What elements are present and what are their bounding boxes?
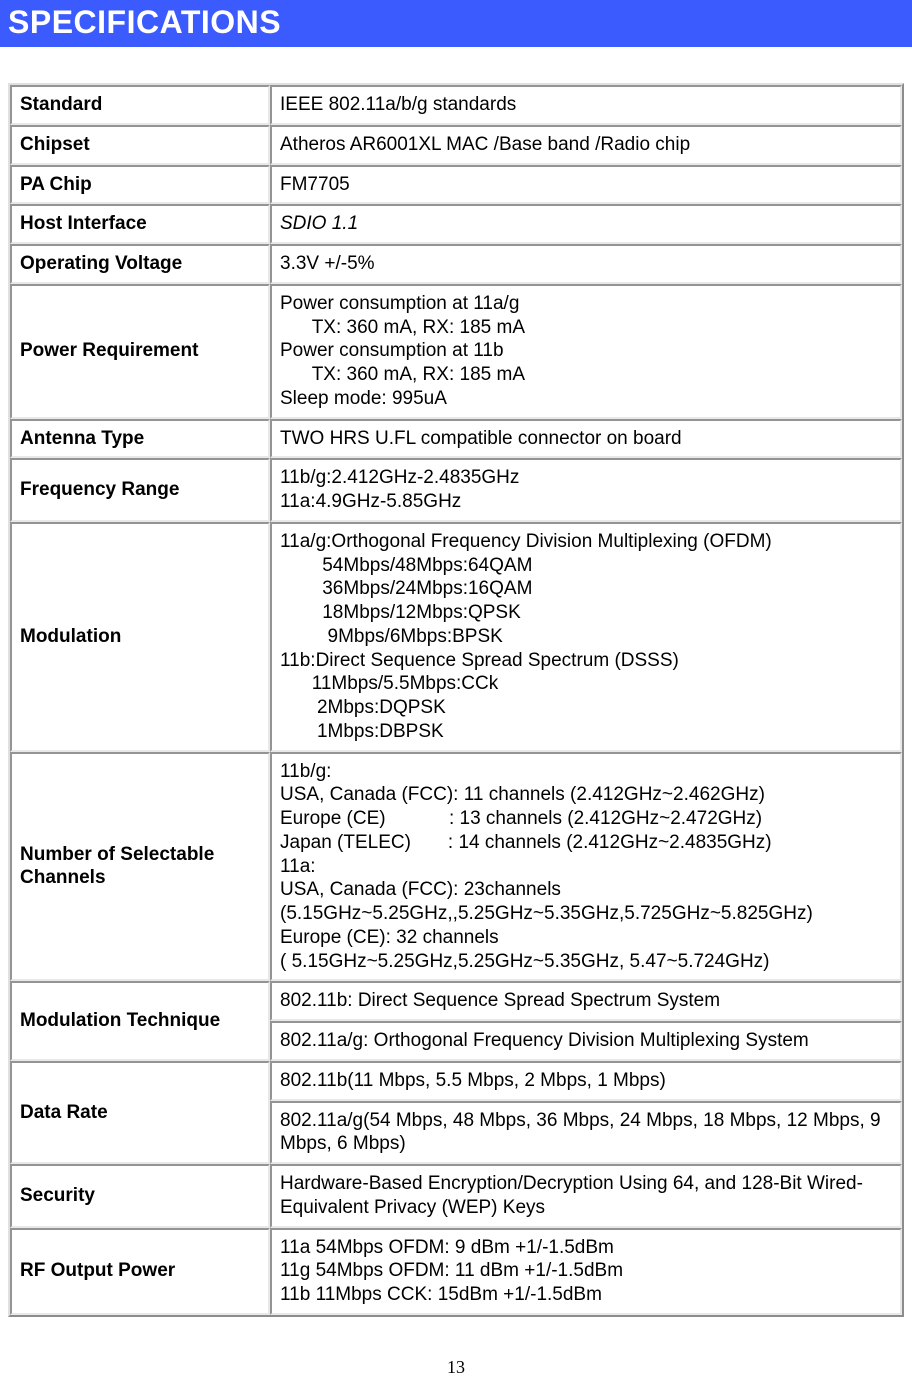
table-row: Data Rate 802.11b(11 Mbps, 5.5 Mbps, 2 M… bbox=[10, 1061, 902, 1101]
spec-value: 11a/g:Orthogonal Frequency Division Mult… bbox=[270, 522, 902, 752]
spec-value: 802.11a/g: Orthogonal Frequency Division… bbox=[270, 1021, 902, 1061]
table-row: Antenna Type TWO HRS U.FL compatible con… bbox=[10, 419, 902, 459]
spec-label: Standard bbox=[10, 85, 270, 125]
section-header: SPECIFICATIONS bbox=[0, 0, 912, 47]
spec-label: Modulation Technique bbox=[10, 981, 270, 1061]
spec-label: RF Output Power bbox=[10, 1228, 270, 1315]
spec-label: Power Requirement bbox=[10, 284, 270, 419]
spec-value: IEEE 802.11a/b/g standards bbox=[270, 85, 902, 125]
table-row: Security Hardware-Based Encryption/Decry… bbox=[10, 1164, 902, 1228]
spec-value: 11b/g: USA, Canada (FCC): 11 channels (2… bbox=[270, 752, 902, 982]
spec-label: Modulation bbox=[10, 522, 270, 752]
table-row: Chipset Atheros AR6001XL MAC /Base band … bbox=[10, 125, 902, 165]
spec-value: Atheros AR6001XL MAC /Base band /Radio c… bbox=[270, 125, 902, 165]
spec-label: Security bbox=[10, 1164, 270, 1228]
table-row: Power Requirement Power consumption at 1… bbox=[10, 284, 902, 419]
spec-value: 11a 54Mbps OFDM: 9 dBm +1/-1.5dBm 11g 54… bbox=[270, 1228, 902, 1315]
spec-value: Hardware-Based Encryption/Decryption Usi… bbox=[270, 1164, 902, 1228]
table-row: Modulation Technique 802.11b: Direct Seq… bbox=[10, 981, 902, 1021]
table-row: Number of Selectable Channels 11b/g: USA… bbox=[10, 752, 902, 982]
spec-value: TWO HRS U.FL compatible connector on boa… bbox=[270, 419, 902, 459]
spec-table-body: Standard IEEE 802.11a/b/g standards Chip… bbox=[10, 85, 902, 1315]
table-row: Frequency Range 11b/g:2.412GHz-2.4835GHz… bbox=[10, 458, 902, 522]
spec-value: Power consumption at 11a/g TX: 360 mA, R… bbox=[270, 284, 902, 419]
spec-value: FM7705 bbox=[270, 165, 902, 205]
spec-label: Number of Selectable Channels bbox=[10, 752, 270, 982]
spec-value: 802.11a/g(54 Mbps, 48 Mbps, 36 Mbps, 24 … bbox=[270, 1101, 902, 1165]
spec-label: Frequency Range bbox=[10, 458, 270, 522]
header-title: SPECIFICATIONS bbox=[8, 4, 281, 40]
specifications-table: Standard IEEE 802.11a/b/g standards Chip… bbox=[8, 83, 904, 1317]
table-row: Operating Voltage 3.3V +/-5% bbox=[10, 244, 902, 284]
table-row: RF Output Power 11a 54Mbps OFDM: 9 dBm +… bbox=[10, 1228, 902, 1315]
spec-value: 3.3V +/-5% bbox=[270, 244, 902, 284]
spec-label: Data Rate bbox=[10, 1061, 270, 1164]
spec-value: SDIO 1.1 bbox=[270, 204, 902, 244]
table-row: Host Interface SDIO 1.1 bbox=[10, 204, 902, 244]
spec-value: 802.11b: Direct Sequence Spread Spectrum… bbox=[270, 981, 902, 1021]
spec-value: 11b/g:2.412GHz-2.4835GHz 11a:4.9GHz-5.85… bbox=[270, 458, 902, 522]
spec-label: Chipset bbox=[10, 125, 270, 165]
spec-label: Operating Voltage bbox=[10, 244, 270, 284]
spec-label: Antenna Type bbox=[10, 419, 270, 459]
table-row: Modulation 11a/g:Orthogonal Frequency Di… bbox=[10, 522, 902, 752]
page-number: 13 bbox=[0, 1357, 912, 1378]
spec-value: 802.11b(11 Mbps, 5.5 Mbps, 2 Mbps, 1 Mbp… bbox=[270, 1061, 902, 1101]
spec-label: Host Interface bbox=[10, 204, 270, 244]
table-row: PA Chip FM7705 bbox=[10, 165, 902, 205]
spec-label: PA Chip bbox=[10, 165, 270, 205]
table-row: Standard IEEE 802.11a/b/g standards bbox=[10, 85, 902, 125]
